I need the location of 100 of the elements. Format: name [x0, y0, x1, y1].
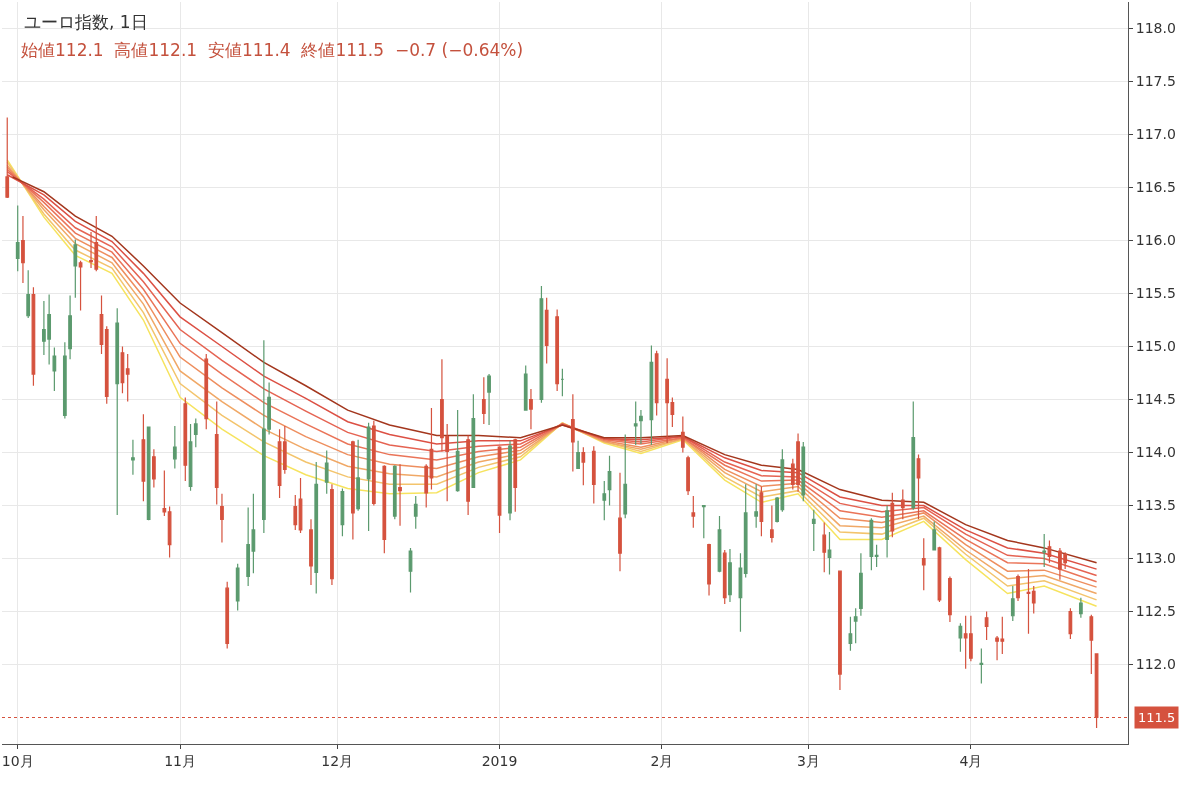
candlestick	[743, 483, 748, 579]
y-tick-label: 116.5	[1135, 179, 1176, 196]
candlestick	[146, 426, 151, 521]
candlestick	[921, 537, 926, 591]
candlestick	[104, 325, 109, 405]
candlestick	[141, 413, 146, 502]
y-tick-label: 113.0	[1135, 550, 1176, 567]
candlestick	[979, 648, 984, 685]
y-tick-label: 117.5	[1135, 73, 1176, 90]
candlestick	[618, 472, 622, 572]
candlestick	[602, 480, 607, 521]
candlestick	[570, 393, 575, 473]
candlestick	[1016, 573, 1020, 602]
candlestick	[1042, 533, 1047, 568]
candlestick	[869, 517, 874, 571]
candlestick	[523, 364, 528, 411]
x-tick-label: 12月	[321, 752, 354, 769]
candlestick	[309, 518, 313, 586]
candlestick	[822, 521, 827, 573]
candlestick	[99, 295, 104, 355]
y-tick-label: 115.0	[1135, 338, 1176, 355]
candlestick	[707, 543, 711, 597]
candlestick	[162, 469, 167, 517]
candlestick	[1068, 607, 1073, 640]
candlestick	[15, 204, 20, 272]
candlestick	[649, 344, 654, 446]
candlestick	[455, 409, 460, 493]
candlestick	[513, 438, 518, 513]
candlestick	[424, 463, 429, 509]
candlestick	[471, 393, 476, 489]
candlestick	[623, 433, 628, 519]
candlestick	[183, 396, 188, 482]
y-tick-label: 117.0	[1135, 126, 1176, 143]
candlestick	[544, 297, 549, 365]
candlestick	[827, 531, 832, 575]
candlestick	[958, 622, 963, 653]
candlestick	[298, 477, 303, 534]
candlestick	[665, 357, 670, 444]
y-tick-label: 112.5	[1135, 603, 1176, 620]
candlestick	[78, 260, 83, 312]
candlestick	[1047, 539, 1052, 564]
candlestick	[466, 434, 470, 516]
candlestick	[356, 439, 361, 512]
candlestick	[68, 295, 72, 360]
candlestick	[560, 368, 565, 397]
candlestick	[225, 581, 230, 650]
x-tick-label: 2019	[481, 752, 518, 769]
candlestick	[52, 346, 57, 392]
candlestick	[214, 401, 219, 506]
candlestick	[366, 422, 371, 532]
candlestick	[848, 616, 853, 652]
candlestick	[382, 464, 387, 554]
candlestick	[115, 307, 120, 516]
x-tick-label: 11月	[164, 752, 196, 769]
candlestick	[686, 455, 690, 496]
candlestick	[193, 417, 198, 448]
candlestick	[392, 464, 397, 520]
candlestick	[680, 415, 685, 454]
candlestick	[555, 308, 560, 392]
candlestick	[62, 341, 67, 420]
candlestick	[654, 350, 659, 416]
candlestick	[131, 439, 135, 476]
candlestick	[900, 489, 905, 520]
candlestick	[890, 492, 895, 538]
candlestick	[324, 449, 329, 495]
x-tick-label: 2月	[650, 752, 674, 769]
candlestick	[1078, 597, 1083, 619]
candlestick	[811, 509, 816, 552]
candlestick	[738, 552, 743, 633]
candlestick	[481, 376, 486, 425]
candlestick	[1010, 585, 1015, 622]
candlestick	[330, 483, 334, 586]
candlestick	[371, 420, 376, 507]
candlestick	[21, 215, 25, 284]
candlestick	[73, 238, 78, 299]
candlestick	[576, 440, 580, 469]
candlestick	[853, 607, 858, 644]
candlestick	[916, 454, 921, 520]
candlestick	[351, 440, 355, 541]
candlestick	[722, 549, 727, 605]
candlestick	[235, 563, 240, 612]
candlestick	[1031, 585, 1036, 615]
y-tick-label: 118.0	[1135, 20, 1176, 37]
candlestick	[314, 461, 319, 595]
y-tick-label: 114.5	[1135, 391, 1176, 408]
candlestick	[591, 445, 596, 504]
candlestick	[801, 441, 806, 502]
candlestick	[859, 552, 863, 617]
candlestick	[607, 455, 612, 507]
x-tick-label: 10月	[1, 752, 34, 769]
candlestick	[413, 495, 418, 530]
candlestick	[754, 483, 759, 529]
candlestick	[701, 504, 706, 539]
candlestick	[172, 425, 177, 469]
text: 始値112.1 高値112.1 安値111.4 終値111.5 −0.7 (−0.64%)	[21, 40, 524, 60]
candlestick	[728, 548, 732, 603]
candlestick	[885, 504, 889, 559]
candlestick	[639, 409, 643, 445]
text: ユーロ指数, 1日	[24, 12, 148, 32]
y-tick-label: 113.5	[1135, 497, 1176, 514]
